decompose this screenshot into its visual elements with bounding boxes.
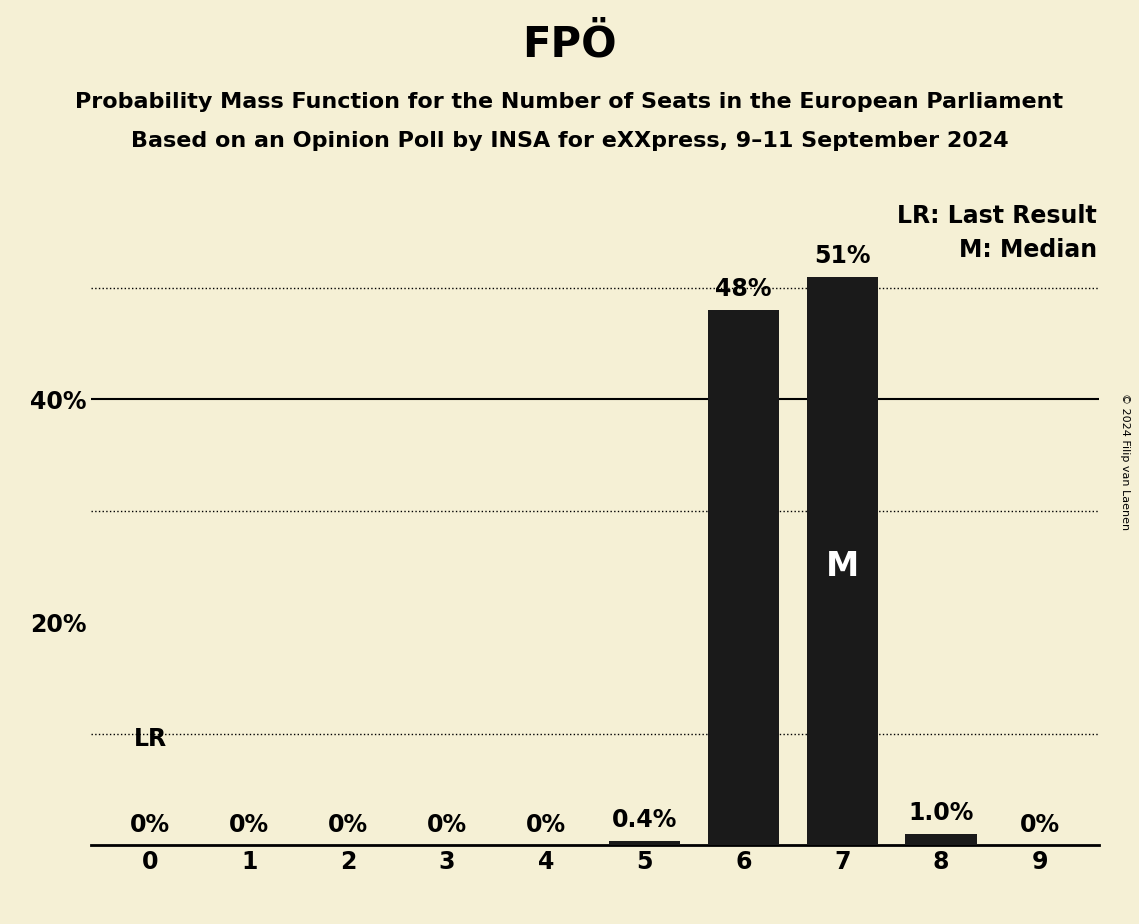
Text: 1.0%: 1.0%: [908, 801, 974, 825]
Text: Based on an Opinion Poll by INSA for eXXpress, 9–11 September 2024: Based on an Opinion Poll by INSA for eXX…: [131, 131, 1008, 152]
Text: LR: LR: [134, 726, 167, 750]
Text: 0%: 0%: [229, 812, 269, 836]
Text: M: M: [826, 550, 859, 583]
Text: 48%: 48%: [715, 277, 771, 301]
Text: 51%: 51%: [814, 244, 870, 268]
Text: 0%: 0%: [427, 812, 467, 836]
Bar: [707, 310, 779, 845]
Text: 0%: 0%: [1019, 812, 1060, 836]
Text: 0.4%: 0.4%: [612, 808, 678, 833]
Text: LR: Last Result: LR: Last Result: [898, 204, 1097, 228]
Text: 0%: 0%: [328, 812, 368, 836]
Text: Probability Mass Function for the Number of Seats in the European Parliament: Probability Mass Function for the Number…: [75, 92, 1064, 113]
Text: 0%: 0%: [130, 812, 171, 836]
Bar: [806, 276, 878, 845]
Text: 0%: 0%: [526, 812, 566, 836]
Text: M: Median: M: Median: [959, 237, 1097, 261]
Text: FPÖ: FPÖ: [522, 23, 617, 65]
Bar: [609, 841, 680, 845]
Bar: [906, 834, 976, 845]
Text: © 2024 Filip van Laenen: © 2024 Filip van Laenen: [1121, 394, 1130, 530]
